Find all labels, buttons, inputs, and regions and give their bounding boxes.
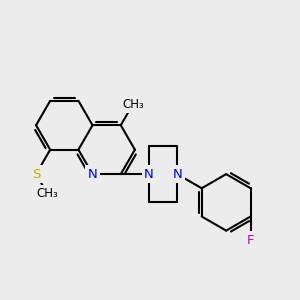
Text: CH₃: CH₃: [37, 187, 58, 200]
Text: N: N: [172, 168, 182, 181]
Text: F: F: [247, 234, 254, 247]
Text: N: N: [144, 168, 154, 181]
Text: S: S: [32, 168, 40, 181]
Text: CH₃: CH₃: [122, 98, 144, 111]
Text: N: N: [88, 168, 98, 181]
